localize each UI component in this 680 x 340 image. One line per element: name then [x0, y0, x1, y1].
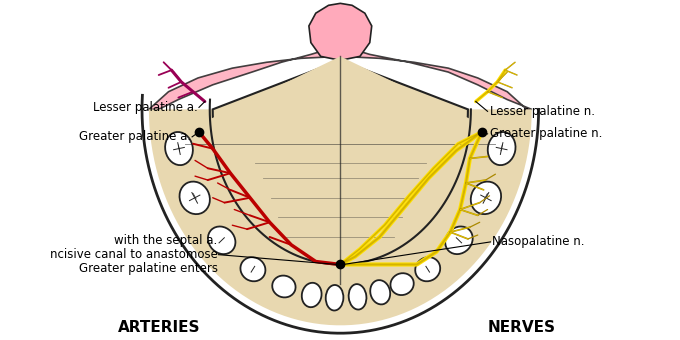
Text: Greater palatine a.: Greater palatine a.: [79, 130, 191, 143]
Ellipse shape: [165, 132, 193, 165]
Ellipse shape: [326, 285, 343, 310]
Ellipse shape: [370, 280, 390, 304]
Text: ARTERIES: ARTERIES: [118, 320, 200, 336]
Text: with the septal a.: with the septal a.: [114, 234, 218, 248]
Ellipse shape: [208, 226, 235, 254]
Text: Lesser palatine a.: Lesser palatine a.: [93, 101, 198, 114]
Polygon shape: [149, 109, 532, 325]
Text: ncisive canal to anastomose: ncisive canal to anastomose: [50, 248, 218, 261]
Text: Greater palatine enters: Greater palatine enters: [79, 262, 218, 275]
Ellipse shape: [415, 257, 440, 281]
Ellipse shape: [488, 132, 515, 165]
Polygon shape: [309, 3, 372, 60]
Ellipse shape: [302, 283, 322, 307]
Text: Nasopalatine n.: Nasopalatine n.: [492, 235, 585, 249]
Polygon shape: [213, 60, 468, 261]
Ellipse shape: [349, 284, 367, 309]
Text: Greater palatine n.: Greater palatine n.: [490, 128, 602, 140]
Text: Lesser palatine n.: Lesser palatine n.: [490, 105, 594, 118]
Text: NERVES: NERVES: [488, 320, 556, 336]
Ellipse shape: [471, 182, 501, 214]
Ellipse shape: [445, 226, 473, 254]
Ellipse shape: [390, 273, 413, 295]
Polygon shape: [210, 56, 471, 265]
Ellipse shape: [272, 276, 296, 298]
Polygon shape: [149, 46, 532, 109]
Ellipse shape: [180, 182, 210, 214]
Ellipse shape: [241, 257, 265, 281]
